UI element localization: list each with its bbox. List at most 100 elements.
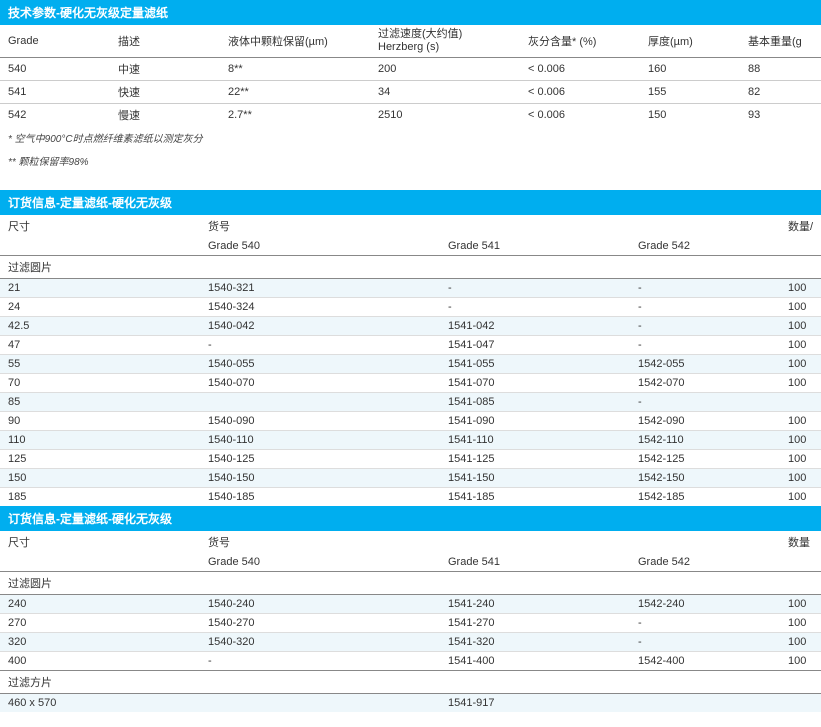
cell: 中速 bbox=[110, 58, 220, 81]
th-ash: 灰分含量* (%) bbox=[520, 25, 640, 58]
cell: 125 bbox=[0, 450, 200, 469]
table-row: 551540-0551541-0551542-055100 bbox=[0, 355, 821, 374]
o2h2-1: Grade 540 bbox=[200, 553, 440, 572]
cell: 100 bbox=[780, 298, 821, 317]
order2-group2: 过滤方片 bbox=[0, 671, 821, 694]
cell: 100 bbox=[780, 355, 821, 374]
cell bbox=[200, 393, 440, 412]
th-speed: 过滤速度(大约值) Herzberg (s) bbox=[370, 25, 520, 58]
cell: 540 bbox=[0, 58, 110, 81]
cell: 1541-917 bbox=[440, 694, 630, 713]
order2-table: 尺寸 货号 数量 Grade 540 Grade 541 Grade 542 过… bbox=[0, 531, 821, 712]
cell: 55 bbox=[0, 355, 200, 374]
order1-group: 过滤圆片 bbox=[0, 256, 821, 279]
table-row: 211540-321--100 bbox=[0, 279, 821, 298]
cell: 1541-085 bbox=[440, 393, 630, 412]
cell: 8** bbox=[220, 58, 370, 81]
cell: 70 bbox=[0, 374, 200, 393]
cell: 200 bbox=[370, 58, 520, 81]
cell: 85 bbox=[0, 393, 200, 412]
cell: 100 bbox=[780, 652, 821, 671]
cell: 1541-320 bbox=[440, 633, 630, 652]
order1-table: 尺寸 货号 数量/ Grade 540 Grade 541 Grade 542 … bbox=[0, 215, 821, 506]
cell: - bbox=[200, 652, 440, 671]
cell: 慢速 bbox=[110, 104, 220, 127]
cell: 1542-055 bbox=[630, 355, 780, 374]
cell: 110 bbox=[0, 431, 200, 450]
cell bbox=[780, 393, 821, 412]
cell: 100 bbox=[780, 431, 821, 450]
cell: 42.5 bbox=[0, 317, 200, 336]
cell: 2.7** bbox=[220, 104, 370, 127]
table-row: 85 1541-085- bbox=[0, 393, 821, 412]
cell: 1542-240 bbox=[630, 595, 780, 614]
cell: 1541-070 bbox=[440, 374, 630, 393]
cell: 93 bbox=[740, 104, 821, 127]
cell: 320 bbox=[0, 633, 200, 652]
order2-group2-row: 过滤方片 bbox=[0, 671, 821, 694]
o2h2-0 bbox=[0, 553, 200, 572]
order2-title: 订货信息-定量滤纸-硬化无灰级 bbox=[0, 506, 821, 531]
cell: 1541-125 bbox=[440, 450, 630, 469]
order1-section: 订货信息-定量滤纸-硬化无灰级 尺寸 货号 数量/ Grade 540 Grad… bbox=[0, 190, 821, 506]
cell: 100 bbox=[780, 595, 821, 614]
cell: 155 bbox=[640, 81, 740, 104]
cell: - bbox=[630, 317, 780, 336]
cell: 1540-240 bbox=[200, 595, 440, 614]
cell: < 0.006 bbox=[520, 81, 640, 104]
cell bbox=[200, 694, 440, 713]
cell: 100 bbox=[780, 374, 821, 393]
cell: 270 bbox=[0, 614, 200, 633]
tech-section: 技术参数-硬化无灰级定量滤纸 Grade 描述 液体中颗粒保留(µm) 过滤速度… bbox=[0, 0, 821, 172]
cell: 82 bbox=[740, 81, 821, 104]
table-row: 400-1541-4001542-400100 bbox=[0, 652, 821, 671]
table-row: 42.51540-0421541-042-100 bbox=[0, 317, 821, 336]
cell: 1540-125 bbox=[200, 450, 440, 469]
cell: - bbox=[630, 279, 780, 298]
th-grade: Grade bbox=[0, 25, 110, 58]
o1h1-2 bbox=[440, 215, 630, 237]
th-retention: 液体中颗粒保留(µm) bbox=[220, 25, 370, 58]
table-row: 1851540-1851541-1851542-185100 bbox=[0, 488, 821, 507]
cell: 1541-042 bbox=[440, 317, 630, 336]
tech-table: Grade 描述 液体中颗粒保留(µm) 过滤速度(大约值) Herzberg … bbox=[0, 25, 821, 126]
cell: 1540-320 bbox=[200, 633, 440, 652]
cell: - bbox=[630, 393, 780, 412]
order2-group1-row: 过滤圆片 bbox=[0, 572, 821, 595]
o1h1-0: 尺寸 bbox=[0, 215, 200, 237]
cell: 100 bbox=[780, 614, 821, 633]
cell: 542 bbox=[0, 104, 110, 127]
order1-head2: Grade 540 Grade 541 Grade 542 bbox=[0, 237, 821, 256]
cell: 1540-185 bbox=[200, 488, 440, 507]
cell: - bbox=[440, 298, 630, 317]
cell: 160 bbox=[640, 58, 740, 81]
table-row: 241540-324--100 bbox=[0, 298, 821, 317]
table-row: 540中速8**200< 0.00616088 bbox=[0, 58, 821, 81]
cell: < 0.006 bbox=[520, 104, 640, 127]
cell: 100 bbox=[780, 412, 821, 431]
cell: - bbox=[630, 298, 780, 317]
cell: 1540-150 bbox=[200, 469, 440, 488]
cell: 1541-090 bbox=[440, 412, 630, 431]
order2-head2: Grade 540 Grade 541 Grade 542 bbox=[0, 553, 821, 572]
order2-group1: 过滤圆片 bbox=[0, 572, 821, 595]
table-row: 542慢速2.7**2510< 0.00615093 bbox=[0, 104, 821, 127]
cell: 1540-324 bbox=[200, 298, 440, 317]
table-row: 460 x 5701541-917 bbox=[0, 694, 821, 713]
o1h1-1: 货号 bbox=[200, 215, 440, 237]
tech-header-row: Grade 描述 液体中颗粒保留(µm) 过滤速度(大约值) Herzberg … bbox=[0, 25, 821, 58]
order1-title: 订货信息-定量滤纸-硬化无灰级 bbox=[0, 190, 821, 215]
o2h1-0: 尺寸 bbox=[0, 531, 200, 553]
cell: 100 bbox=[780, 488, 821, 507]
cell: - bbox=[630, 614, 780, 633]
cell: 1541-047 bbox=[440, 336, 630, 355]
cell: 1542-110 bbox=[630, 431, 780, 450]
table-row: 47-1541-047-100 bbox=[0, 336, 821, 355]
cell: - bbox=[200, 336, 440, 355]
cell: 1540-090 bbox=[200, 412, 440, 431]
o1h2-4 bbox=[780, 237, 821, 256]
cell: 34 bbox=[370, 81, 520, 104]
th-thick: 厚度(µm) bbox=[640, 25, 740, 58]
cell: 150 bbox=[0, 469, 200, 488]
cell: 1542-400 bbox=[630, 652, 780, 671]
